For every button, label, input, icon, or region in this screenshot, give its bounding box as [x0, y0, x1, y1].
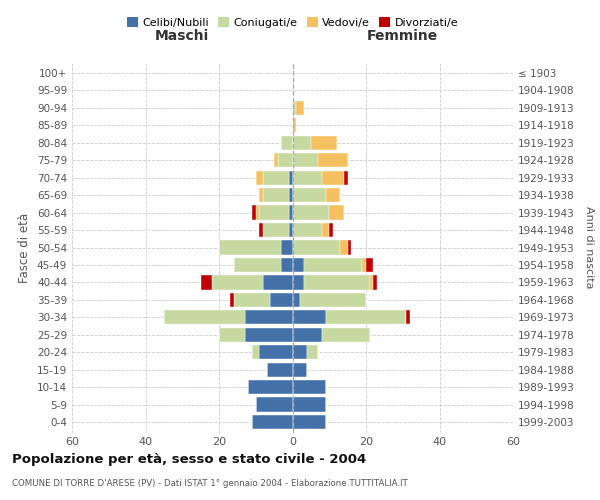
Bar	[271, 292, 293, 307]
Bar	[289, 206, 293, 220]
Bar	[278, 153, 293, 168]
Bar	[304, 275, 370, 289]
Bar	[293, 415, 326, 429]
Bar	[252, 206, 256, 220]
Bar	[293, 118, 296, 132]
Bar	[293, 258, 304, 272]
Bar	[248, 380, 293, 394]
Text: COMUNE DI TORRE D'ARESE (PV) - Dati ISTAT 1° gennaio 2004 - Elaborazione TUTTITA: COMUNE DI TORRE D'ARESE (PV) - Dati ISTA…	[12, 479, 408, 488]
Bar	[256, 170, 263, 185]
Bar	[293, 275, 304, 289]
Bar	[329, 206, 344, 220]
Bar	[281, 136, 293, 150]
Bar	[296, 100, 304, 115]
Bar	[289, 188, 293, 202]
Bar	[293, 153, 318, 168]
Bar	[259, 188, 263, 202]
Bar	[366, 258, 373, 272]
Bar	[234, 258, 281, 272]
Bar	[322, 223, 329, 237]
Bar	[293, 380, 326, 394]
Bar	[230, 292, 234, 307]
Bar	[293, 398, 326, 411]
Text: Popolazione per età, sesso e stato civile - 2004: Popolazione per età, sesso e stato civil…	[12, 452, 366, 466]
Bar	[293, 345, 307, 360]
Bar	[329, 223, 333, 237]
Bar	[322, 170, 344, 185]
Bar	[370, 275, 373, 289]
Bar	[304, 258, 362, 272]
Bar	[293, 310, 326, 324]
Bar	[300, 292, 366, 307]
Bar	[263, 188, 289, 202]
Bar	[293, 170, 322, 185]
Bar	[200, 275, 212, 289]
Bar	[293, 223, 322, 237]
Y-axis label: Anni di nascita: Anni di nascita	[584, 206, 594, 289]
Bar	[267, 362, 293, 377]
Bar	[293, 136, 311, 150]
Bar	[252, 415, 293, 429]
Bar	[347, 240, 352, 254]
Bar	[219, 328, 245, 342]
Bar	[256, 206, 259, 220]
Bar	[289, 170, 293, 185]
Text: Maschi: Maschi	[155, 30, 209, 44]
Bar	[362, 258, 366, 272]
Bar	[259, 345, 293, 360]
Bar	[245, 328, 293, 342]
Bar	[252, 345, 259, 360]
Bar	[281, 240, 293, 254]
Bar	[293, 292, 300, 307]
Bar	[259, 206, 289, 220]
Bar	[263, 170, 289, 185]
Bar	[293, 240, 340, 254]
Bar	[274, 153, 278, 168]
Bar	[326, 188, 340, 202]
Bar	[164, 310, 245, 324]
Bar	[340, 240, 347, 254]
Bar	[293, 328, 322, 342]
Bar	[263, 275, 293, 289]
Bar	[307, 345, 318, 360]
Bar	[373, 275, 377, 289]
Bar	[219, 240, 281, 254]
Bar	[281, 258, 293, 272]
Bar	[234, 292, 271, 307]
Bar	[322, 328, 370, 342]
Bar	[318, 153, 347, 168]
Bar	[212, 275, 263, 289]
Bar	[263, 223, 289, 237]
Bar	[344, 170, 347, 185]
Text: Femmine: Femmine	[367, 30, 439, 44]
Bar	[293, 206, 329, 220]
Bar	[293, 100, 296, 115]
Bar	[289, 223, 293, 237]
Legend: Celibi/Nubili, Coniugati/e, Vedovi/e, Divorziati/e: Celibi/Nubili, Coniugati/e, Vedovi/e, Di…	[122, 12, 463, 32]
Bar	[245, 310, 293, 324]
Bar	[293, 362, 307, 377]
Bar	[326, 310, 406, 324]
Y-axis label: Fasce di età: Fasce di età	[19, 212, 31, 282]
Bar	[256, 398, 293, 411]
Bar	[311, 136, 337, 150]
Bar	[259, 223, 263, 237]
Bar	[293, 188, 326, 202]
Bar	[406, 310, 410, 324]
